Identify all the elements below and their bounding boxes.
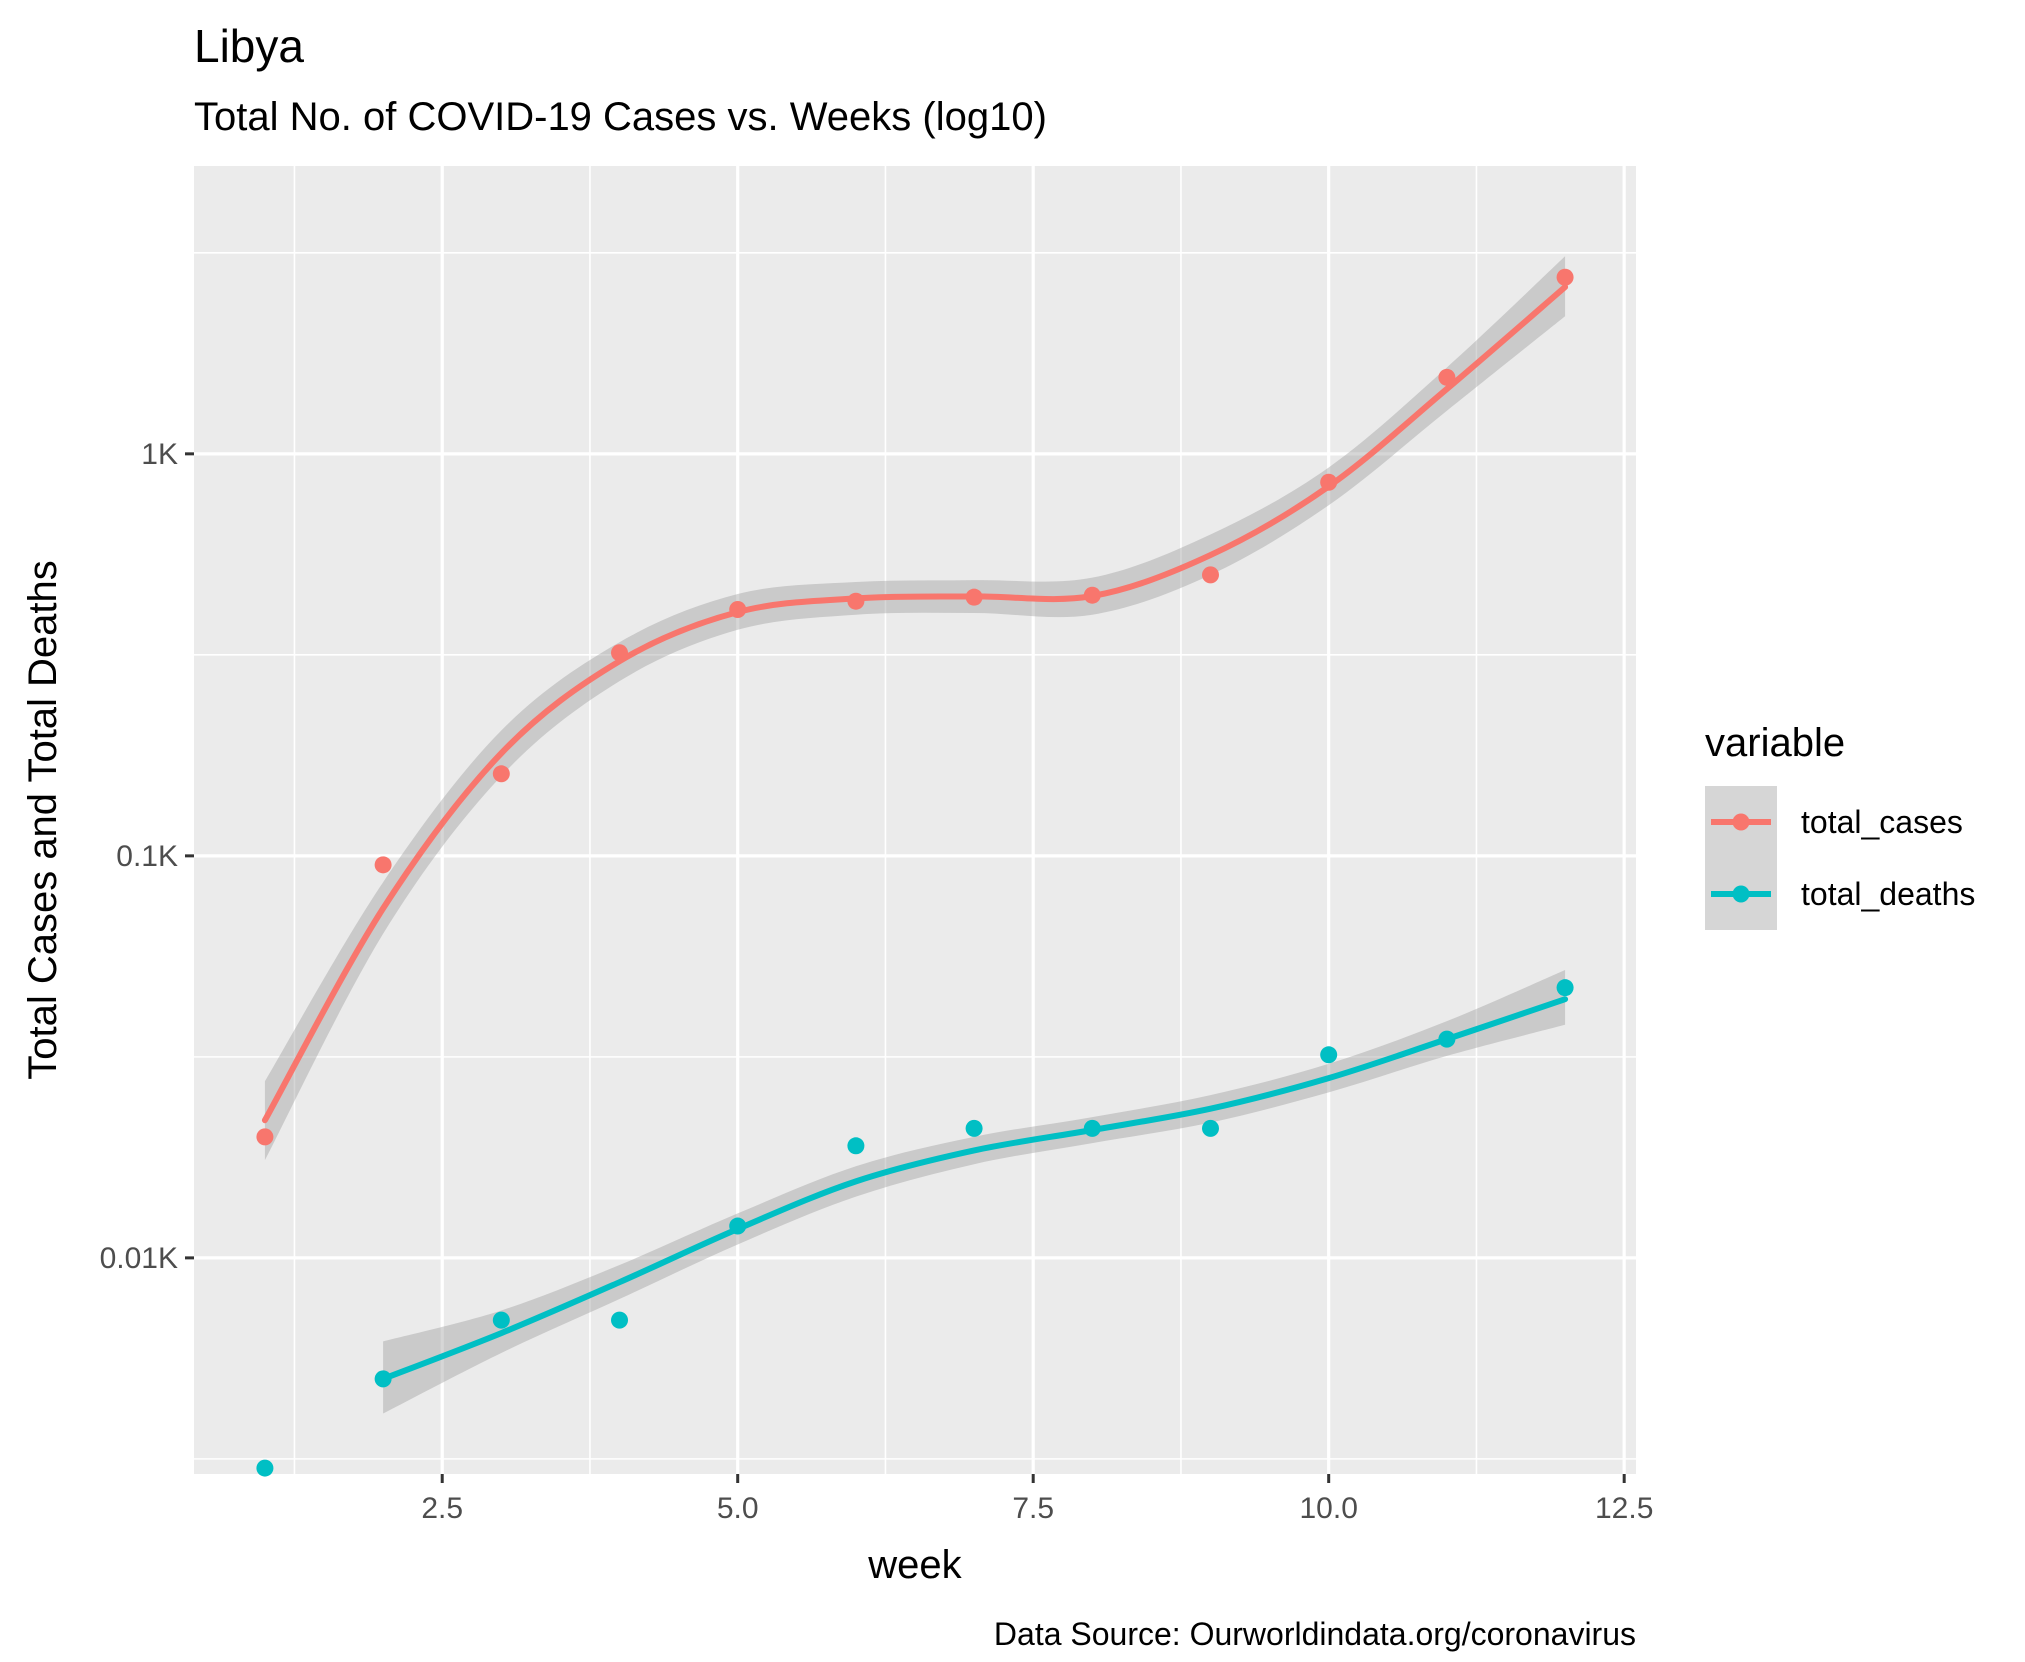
plot-panel [194,166,1636,1474]
y-tick-label: 1K [141,438,178,471]
legend-label: total_cases [1801,804,1963,840]
point-total_cases [256,1128,274,1146]
point-total_cases [1083,586,1101,604]
point-total_cases [1320,473,1338,491]
point-total_cases [1556,268,1574,286]
point-total_deaths [1083,1119,1101,1137]
legend-key-point [1732,813,1750,831]
point-total_deaths [965,1119,983,1137]
legend-key-point [1732,885,1750,903]
point-total_cases [1438,368,1456,386]
x-tick-label: 7.5 [1012,1492,1054,1525]
x-tick-label: 12.5 [1595,1492,1653,1525]
point-total_cases [729,601,747,619]
chart-subtitle: Total No. of COVID-19 Cases vs. Weeks (l… [194,95,1047,139]
point-total_deaths [1201,1119,1219,1137]
legend-items: total_cases total_deaths [1705,786,1975,930]
point-total_deaths [256,1459,274,1477]
point-total_cases [611,644,629,662]
point-total_cases [1201,566,1219,584]
point-total_deaths [1320,1046,1338,1064]
y-tick-label: 0.1K [116,840,178,873]
ribbon-total_deaths [383,970,1566,1414]
point-total_cases [965,588,983,606]
point-total_cases [847,592,865,610]
x-axis-title: week [867,1543,962,1587]
x-tick-label: 5.0 [717,1492,759,1525]
legend-title: variable [1705,721,1845,765]
confidence-ribbons [264,256,1566,1414]
x-tick-label: 2.5 [421,1492,463,1525]
point-total_deaths [1556,979,1574,997]
smooth-lines [261,284,1569,1382]
point-total_deaths [1438,1030,1456,1048]
chart-title: Libya [194,20,304,72]
legend-label: total_deaths [1801,876,1975,912]
line-total_deaths [380,996,1569,1382]
grid-minor [194,166,1636,1474]
y-axis-title: Total Cases and Total Deaths [21,560,65,1080]
point-total_deaths [847,1137,865,1155]
point-total_deaths [611,1311,629,1329]
y-axis: 0.01K 0.1K 1K [100,438,194,1275]
x-axis: 2.5 5.0 7.5 10.0 12.5 [421,1474,1653,1525]
line-total_cases [261,284,1569,1124]
point-total_cases [374,856,392,874]
grid-major [194,166,1636,1474]
x-tick-label: 10.0 [1299,1492,1357,1525]
caption: Data Source: Ourworldindata.org/coronavi… [994,1616,1636,1652]
ribbon-total_cases [264,256,1566,1161]
point-total_deaths [374,1370,392,1388]
point-total_deaths [492,1311,510,1329]
legend: variable total_cases total_deaths [1705,721,1975,930]
data-points [256,268,1574,1477]
y-tick-label: 0.01K [100,1242,178,1275]
point-total_deaths [729,1217,747,1235]
point-total_cases [492,765,510,783]
